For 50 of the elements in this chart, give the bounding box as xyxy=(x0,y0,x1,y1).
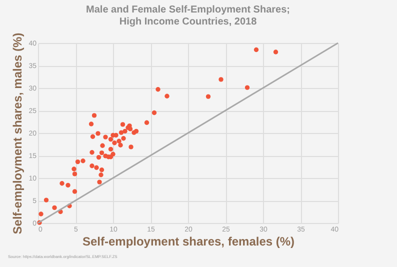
point xyxy=(92,113,97,118)
point xyxy=(88,122,94,126)
point xyxy=(244,85,250,90)
point xyxy=(90,164,94,168)
point xyxy=(97,180,102,184)
point xyxy=(108,136,114,142)
point xyxy=(273,50,278,54)
point xyxy=(156,87,160,92)
point xyxy=(144,120,150,125)
point xyxy=(80,158,86,164)
point xyxy=(218,77,224,82)
point xyxy=(120,122,126,127)
point xyxy=(206,94,211,99)
point xyxy=(94,165,99,170)
point xyxy=(52,205,57,210)
point xyxy=(118,142,123,148)
point xyxy=(118,130,124,135)
point xyxy=(38,212,44,216)
point xyxy=(116,138,122,144)
point xyxy=(66,182,70,188)
point xyxy=(99,150,104,156)
point xyxy=(164,94,170,98)
point xyxy=(128,126,133,132)
point xyxy=(128,144,134,150)
point xyxy=(152,110,157,116)
point xyxy=(99,168,104,172)
point xyxy=(72,172,78,176)
text: Male and Female Self-Employment Shares; xyxy=(86,4,290,16)
point xyxy=(75,159,80,164)
point xyxy=(60,181,64,186)
point xyxy=(254,47,259,52)
point xyxy=(108,146,114,152)
point xyxy=(112,140,117,146)
point xyxy=(90,134,96,139)
y-axis-title: Self-employment shares, males (%) xyxy=(10,32,25,234)
point xyxy=(110,152,116,156)
point xyxy=(96,154,102,160)
x-axis-title: Self-employment shares, females (%) xyxy=(82,234,295,248)
point xyxy=(72,189,78,194)
point xyxy=(103,134,108,140)
point xyxy=(98,172,104,178)
point xyxy=(134,128,139,134)
point xyxy=(44,198,49,202)
point xyxy=(72,166,76,172)
point xyxy=(90,150,94,155)
text: High Income Countries, 2018 xyxy=(119,16,257,28)
point xyxy=(100,143,105,148)
point xyxy=(96,131,100,136)
point xyxy=(121,136,126,141)
point xyxy=(122,128,128,134)
